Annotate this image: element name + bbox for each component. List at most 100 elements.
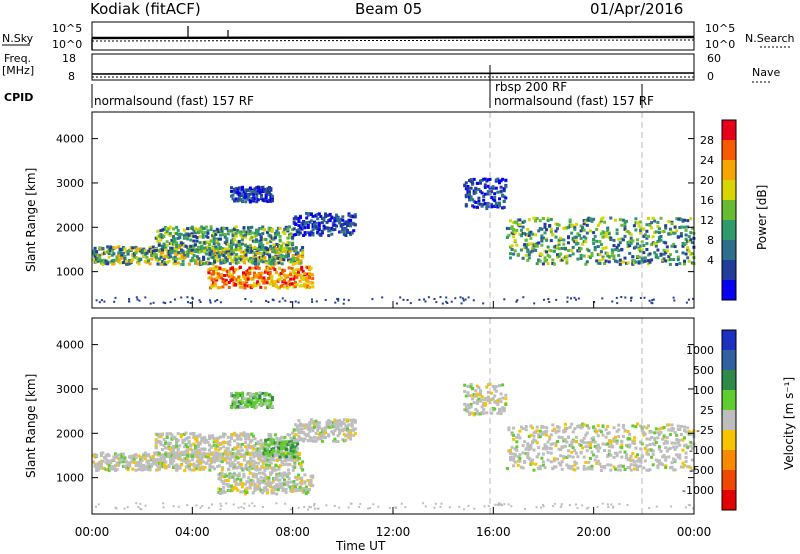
power-echo-cell xyxy=(213,249,217,253)
velocity-echo-cell xyxy=(181,459,185,463)
velocity-echo-cell xyxy=(239,478,243,482)
power-echo-cell xyxy=(255,229,258,233)
power-echo-cell xyxy=(151,245,155,249)
velocity-echo-cell xyxy=(468,384,471,388)
velocity-echo-cell xyxy=(258,396,262,400)
velocity-echo-cell xyxy=(333,437,337,441)
power-echo-cell xyxy=(599,232,603,236)
power-echo-cell xyxy=(515,228,519,232)
power-echo-cell xyxy=(567,249,570,252)
power-echo-cell xyxy=(485,207,489,211)
velocity-echo-cell xyxy=(670,441,674,445)
power-echo-cell xyxy=(464,202,468,206)
velocity-echo-cell xyxy=(192,442,196,446)
velocity-echo-cell xyxy=(617,464,621,468)
power-echo-cell xyxy=(256,229,260,232)
velocity-echo-cell xyxy=(352,428,356,432)
power-echo-cell xyxy=(278,273,282,277)
velocity-echo-cell xyxy=(524,507,526,510)
power-echo-cell xyxy=(342,227,346,230)
power-echo-cell xyxy=(513,231,517,235)
power-echo-cell xyxy=(215,265,219,269)
power-echo-cell xyxy=(168,231,172,235)
velocity-echo-cell xyxy=(92,453,95,457)
velocity-echo-cell xyxy=(153,458,157,461)
velocity-echo-cell xyxy=(302,439,306,443)
power-echo-cell xyxy=(245,270,249,274)
velocity-echo-cell xyxy=(203,441,207,444)
power-echo-cell xyxy=(135,296,138,299)
velocity-echo-cell xyxy=(469,382,473,386)
power-echo-cell xyxy=(679,232,683,236)
velocity-echo-cell xyxy=(607,431,611,435)
velocity-echo-cell xyxy=(252,459,256,463)
velocity-echo-cell xyxy=(648,437,652,441)
velocity-echo-cell xyxy=(242,458,246,462)
velocity-echo-cell xyxy=(448,506,451,509)
power-echo-cell xyxy=(538,219,542,223)
power-echo-cell xyxy=(406,299,409,301)
velocity-echo-cell xyxy=(248,393,252,397)
velocity-echo-cell xyxy=(510,505,513,508)
power-echo-cell xyxy=(277,231,280,235)
velocity-echo-cell xyxy=(534,462,538,466)
ytick-label: 3000 xyxy=(56,177,84,190)
power-echo-cell xyxy=(686,219,690,223)
velocity-echo-cell xyxy=(288,462,292,466)
power-echo-cell xyxy=(308,212,312,216)
power-echo-cell xyxy=(620,237,624,241)
velocity-echo-cell xyxy=(233,401,237,405)
power-echo-cell xyxy=(679,218,683,222)
velocity-echo-cell xyxy=(516,463,520,467)
power-echo-cell xyxy=(253,231,257,235)
power-echo-cell xyxy=(99,259,103,263)
velocity-echo-cell xyxy=(264,474,268,478)
velocity-echo-cell xyxy=(107,467,111,471)
power-echo-cell xyxy=(311,298,313,301)
velocity-echo-cell xyxy=(571,430,575,434)
power-echo-cell xyxy=(238,278,242,282)
velocity-echo-cell xyxy=(546,440,550,444)
power-echo-cell xyxy=(238,285,242,289)
velocity-echo-cell xyxy=(244,437,248,441)
velocity-echo-cell xyxy=(639,424,643,428)
power-echo-cell xyxy=(192,235,196,238)
velocity-echo-cell xyxy=(170,457,174,461)
velocity-echo-cell xyxy=(560,467,564,471)
velocity-echo-cell xyxy=(338,422,342,426)
power-echo-cell xyxy=(585,231,589,235)
power-echo-cell xyxy=(198,263,202,266)
velocity-echo-cell xyxy=(270,471,274,475)
power-echo-cell xyxy=(270,227,274,231)
velocity-echo-cell xyxy=(496,403,500,407)
velocity-echo-cell xyxy=(463,383,467,387)
power-echo-cell xyxy=(314,221,318,225)
power-echo-cell xyxy=(546,219,550,223)
power-echo-cell xyxy=(637,246,641,250)
velocity-echo-cell xyxy=(219,502,222,505)
power-echo-cell xyxy=(281,284,285,287)
power-echo-cell xyxy=(242,258,246,262)
velocity-echo-cell xyxy=(673,468,677,472)
power-echo-cell xyxy=(209,255,213,259)
velocity-echo-cell xyxy=(287,458,290,462)
power-echo-cell xyxy=(328,212,332,216)
velocity-echo-cell xyxy=(477,397,481,401)
power-echo-cell xyxy=(224,282,228,286)
velocity-echo-cell xyxy=(303,473,307,477)
power-echo-cell xyxy=(244,235,248,239)
power-echo-cell xyxy=(595,228,599,231)
power-echo-cell xyxy=(471,204,475,208)
power-echo-cell xyxy=(643,296,646,299)
power-echo-cell xyxy=(281,297,284,300)
power-echo-cell xyxy=(300,223,304,227)
power-echo-cell xyxy=(590,219,594,223)
velocity-echo-cell xyxy=(562,456,566,460)
velocity-echo-cell xyxy=(292,482,296,486)
velocity-echo-cell xyxy=(320,434,324,438)
power-echo-cell xyxy=(620,223,624,227)
power-echo-cell xyxy=(612,244,616,248)
power-echo-cell xyxy=(504,185,508,189)
power-echo-cell xyxy=(186,237,190,241)
velocity-echo-cell xyxy=(253,437,257,441)
